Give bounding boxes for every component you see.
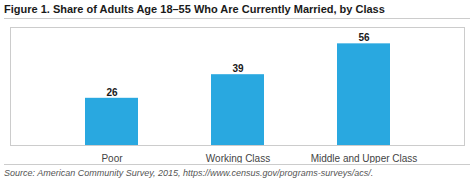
svg-text:Poor: Poor — [101, 153, 123, 163]
svg-text:26: 26 — [106, 87, 118, 98]
svg-text:Working Class: Working Class — [206, 153, 270, 163]
html-text:Figure 1. Share of Adults Age: Figure 1. Share of Adults Age 18–55 Who … — [4, 3, 385, 15]
html-text:Source: American Community Sur: Source: American Community Survey, 2015,… — [4, 168, 374, 178]
svg-text:39: 39 — [232, 63, 244, 74]
svg-text:Middle and Upper Class: Middle and Upper Class — [311, 153, 418, 163]
svg-text:56: 56 — [358, 32, 370, 43]
